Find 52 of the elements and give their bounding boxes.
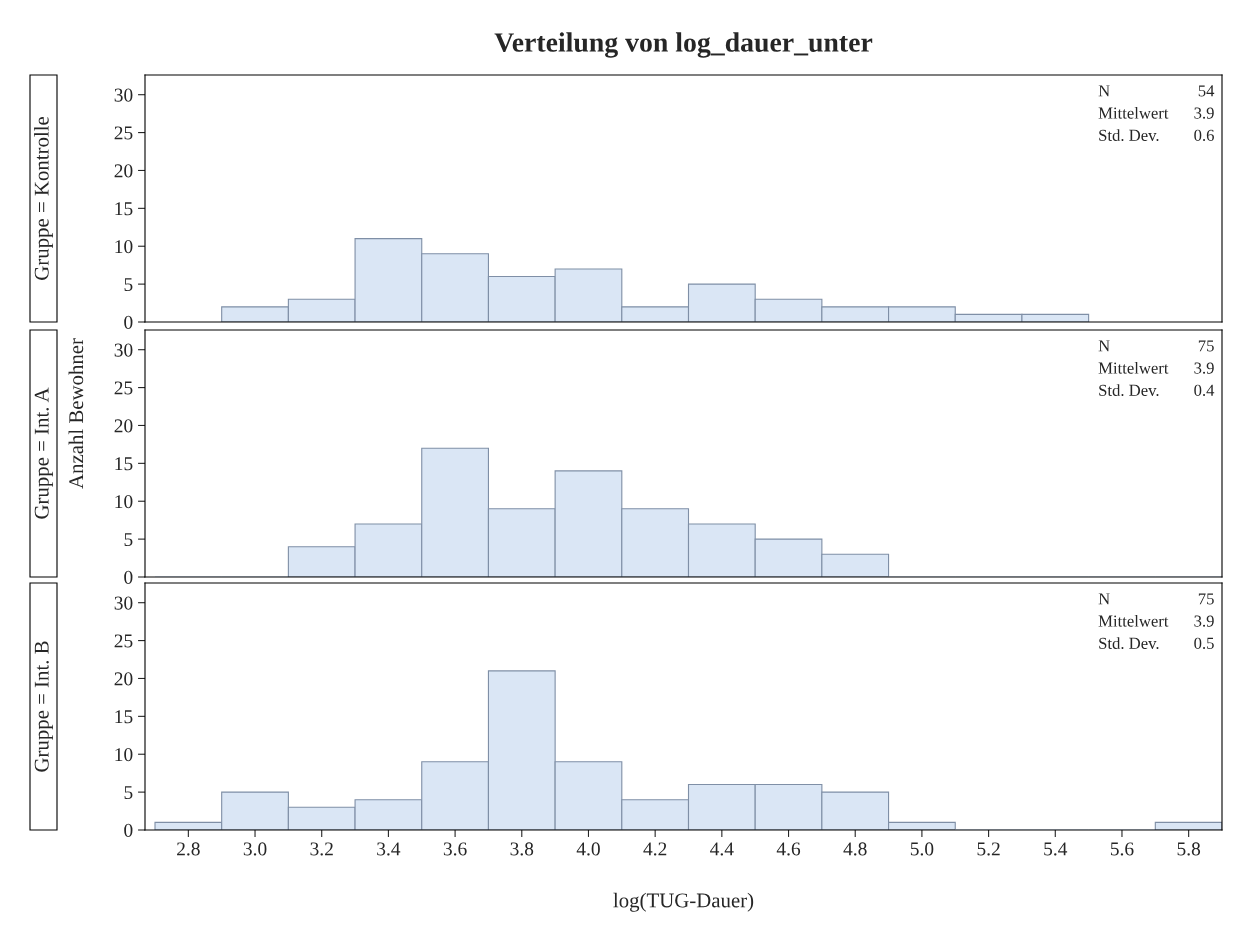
- y-tick-label: 0: [124, 570, 133, 584]
- x-tick-label: 4.4: [710, 842, 734, 856]
- y-tick-label: 20: [114, 672, 133, 686]
- y-tick-label: 30: [114, 596, 133, 610]
- y-tick-label: 0: [124, 315, 133, 329]
- y-tick-label: 25: [114, 381, 133, 395]
- chart-title: Verteilung von log_dauer_unter: [494, 32, 873, 58]
- text: Std. Dev. 0.6: [1099, 129, 1214, 141]
- y-tick-label: 20: [114, 164, 133, 178]
- x-tick-label: 5.8: [1177, 842, 1201, 856]
- y-axis-title: Anzahl Bewohner: [68, 338, 84, 489]
- x-tick-label: 4.6: [776, 842, 801, 856]
- x-tick-label: 3.0: [243, 842, 267, 856]
- y-tick-label: 10: [115, 240, 133, 254]
- text: Gruppe = Int. A: [34, 387, 53, 519]
- text: Mittelwert 3.9: [1098, 361, 1214, 374]
- y-tick-label: 5: [124, 278, 133, 292]
- y-tick-label: 30: [114, 343, 133, 357]
- text: N 75: [1098, 593, 1214, 605]
- y-tick-label: 30: [114, 88, 133, 102]
- x-tick-label: 3.6: [443, 842, 467, 856]
- x-tick-label: 4.0: [576, 842, 600, 856]
- y-tick-label: 5: [124, 786, 133, 800]
- x-tick-label: 3.8: [510, 842, 534, 856]
- x-axis-title: log(TUG-Dauer): [613, 892, 754, 912]
- y-tick-label: 0: [124, 823, 133, 837]
- y-tick-label: 20: [114, 419, 133, 433]
- y-tick-label: 10: [115, 495, 133, 509]
- text: N 75: [1098, 340, 1214, 352]
- y-tick-label: 15: [115, 202, 133, 216]
- x-tick-label: 5.6: [1110, 842, 1134, 856]
- text: Std. Dev. 0.4: [1099, 384, 1215, 396]
- y-tick-label: 15: [115, 457, 133, 471]
- text: Mittelwert 3.9: [1098, 614, 1214, 627]
- text: N 54: [1098, 85, 1215, 97]
- x-tick-label: 4.2: [643, 842, 667, 856]
- x-tick-label: 4.8: [843, 842, 867, 856]
- y-tick-label: 25: [114, 634, 133, 648]
- text: Gruppe = Kontrolle: [34, 116, 53, 280]
- x-tick-label: 3.2: [310, 842, 333, 856]
- x-tick-label: 2.8: [177, 842, 200, 856]
- text: Std. Dev. 0.5: [1099, 637, 1214, 649]
- x-tick-label: 3.4: [377, 842, 401, 856]
- x-tick-label: 5.4: [1044, 842, 1068, 856]
- y-tick-label: 25: [114, 126, 133, 140]
- y-tick-label: 5: [124, 533, 133, 547]
- y-tick-label: 10: [115, 748, 133, 762]
- x-tick-label: 5.2: [977, 842, 1000, 856]
- text: Mittelwert 3.9: [1098, 106, 1214, 119]
- y-tick-label: 15: [115, 710, 133, 724]
- x-tick-label: 5.0: [910, 842, 934, 856]
- text: Gruppe = Int. B: [34, 641, 53, 772]
